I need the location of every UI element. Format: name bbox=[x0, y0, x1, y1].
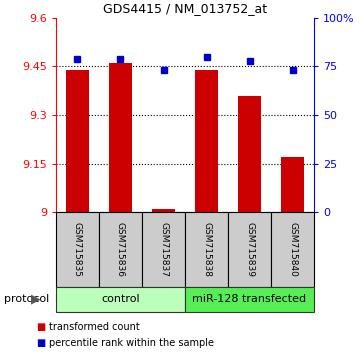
Text: GSM715839: GSM715839 bbox=[245, 222, 254, 277]
Text: GSM715840: GSM715840 bbox=[288, 222, 297, 277]
Bar bbox=[56, 287, 185, 312]
Bar bbox=[185, 287, 314, 312]
Bar bbox=[56, 212, 99, 287]
Bar bbox=[281, 157, 304, 212]
Text: protocol: protocol bbox=[4, 294, 49, 304]
Bar bbox=[228, 212, 271, 287]
Text: GSM715837: GSM715837 bbox=[159, 222, 168, 277]
Text: GSM715838: GSM715838 bbox=[202, 222, 211, 277]
Bar bbox=[99, 212, 142, 287]
Text: miR-128 transfected: miR-128 transfected bbox=[192, 294, 306, 304]
Text: control: control bbox=[101, 294, 140, 304]
Text: percentile rank within the sample: percentile rank within the sample bbox=[49, 338, 214, 348]
Text: ▶: ▶ bbox=[31, 293, 40, 306]
Text: GSM715835: GSM715835 bbox=[73, 222, 82, 277]
Bar bbox=[238, 96, 261, 212]
Text: ■: ■ bbox=[36, 322, 45, 332]
Bar bbox=[142, 212, 185, 287]
Bar bbox=[195, 70, 218, 212]
Title: GDS4415 / NM_013752_at: GDS4415 / NM_013752_at bbox=[103, 2, 267, 15]
Text: ■: ■ bbox=[36, 338, 45, 348]
Bar bbox=[271, 212, 314, 287]
Bar bbox=[66, 70, 89, 212]
Bar bbox=[152, 209, 175, 212]
Bar bbox=[109, 63, 132, 212]
Bar bbox=[185, 212, 228, 287]
Text: transformed count: transformed count bbox=[49, 322, 139, 332]
Text: GSM715836: GSM715836 bbox=[116, 222, 125, 277]
